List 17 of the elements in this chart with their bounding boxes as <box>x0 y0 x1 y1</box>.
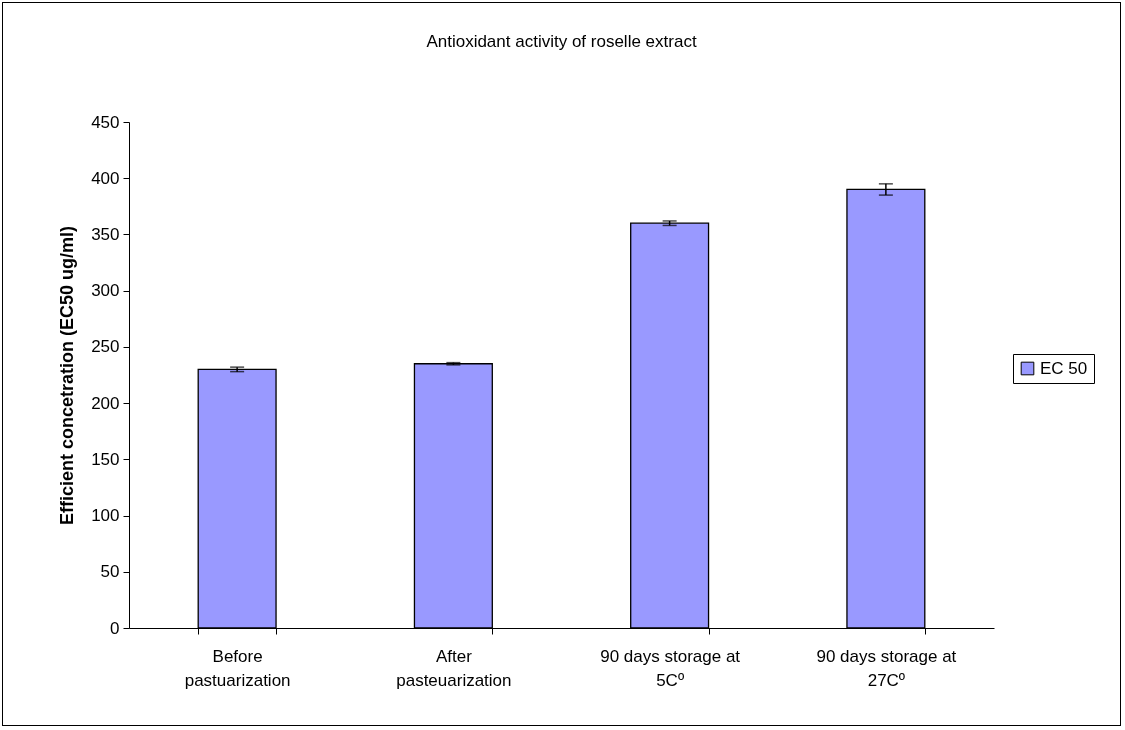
y-tick-label: 350 <box>91 224 120 244</box>
x-tick-label: 90 days storage at 5Cº <box>600 646 741 690</box>
y-tick-label: 100 <box>91 506 120 526</box>
legend-label: EC 50 <box>1040 358 1088 378</box>
chart-title: Antioxidant activity of roselle extract <box>426 32 697 51</box>
y-tick-label: 50 <box>100 562 120 582</box>
y-tick-label: 450 <box>91 112 120 132</box>
y-tick-label: 300 <box>91 281 120 301</box>
y-tick-label: 250 <box>91 337 120 357</box>
y-axis-title: Efficient concetration (EC50 ug/ml) <box>57 225 78 526</box>
x-tick-label: Before pastuarization <box>184 646 291 690</box>
y-tick-label: 150 <box>91 449 120 469</box>
x-tick-label: 90 days storage at 27Cº <box>816 646 957 690</box>
y-tick-label: 400 <box>91 168 120 188</box>
y-tick-label: 200 <box>91 393 120 413</box>
x-tick-label: After pasteuarization <box>396 646 512 690</box>
y-tick-label: 0 <box>110 618 120 638</box>
